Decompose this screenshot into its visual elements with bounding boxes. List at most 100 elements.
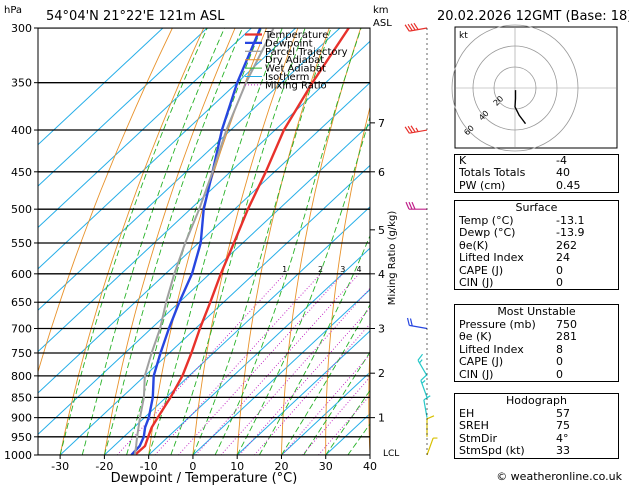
- mixing-ratio-line: [116, 273, 286, 455]
- legend-label: Dewpoint: [265, 38, 313, 49]
- wind-barb-half: [421, 380, 426, 384]
- pressure-tick-label: 550: [11, 237, 32, 250]
- index-value: 8: [556, 342, 563, 356]
- hodograph-kt-label: kt: [459, 31, 468, 41]
- isotherm-line: [59, 164, 370, 455]
- wind-barb: [406, 317, 428, 330]
- km-tick-label: 2: [378, 367, 385, 380]
- wind-barb: [417, 353, 428, 377]
- index-value: 750: [556, 318, 577, 331]
- x-tick-label: 10: [230, 460, 244, 473]
- index-row: Totals Totals 40: [455, 166, 618, 180]
- km-label: km: [373, 5, 389, 16]
- index-label: Totals Totals: [459, 166, 526, 180]
- km-tick-label: 3: [378, 323, 385, 336]
- mixing-ratio-label: 2: [318, 265, 323, 274]
- isotherm-line: [38, 28, 252, 229]
- dry-adiabat: [411, 28, 455, 455]
- isotherm-line: [38, 28, 208, 187]
- wind-barb: [426, 437, 438, 456]
- index-value: 0: [556, 275, 563, 289]
- index-label: CAPE (J): [459, 263, 504, 277]
- index-label: Temp (°C): [459, 214, 514, 227]
- pressure-tick-label: 750: [11, 347, 32, 360]
- legend-label: Isotherm: [265, 72, 309, 83]
- hpa-label: hPa: [4, 5, 22, 16]
- isotherm-line: [38, 28, 297, 270]
- mixing-ratio-line: [239, 307, 370, 455]
- wind-barb-flag: [410, 23, 416, 31]
- index-row: SREH 75: [455, 419, 618, 432]
- wind-barb-flag: [407, 125, 413, 133]
- index-value: -13.9: [556, 226, 585, 240]
- dry-adiabat: [325, 105, 370, 455]
- index-row: CAPE (J) 0: [455, 263, 618, 277]
- wind-barb-flag: [406, 317, 410, 326]
- pressure-tick-label: 450: [11, 166, 32, 179]
- isotherm-line: [38, 28, 341, 311]
- legend-label: Temperature: [264, 30, 328, 41]
- mixing-ratio-label: 1: [282, 265, 287, 274]
- index-row: Pressure (mb) 750: [455, 318, 618, 331]
- x-tick-label: 20: [274, 460, 288, 473]
- pressure-tick-label: 800: [11, 370, 32, 383]
- wind-barb-flag: [407, 23, 413, 31]
- index-value: -4: [556, 154, 567, 167]
- index-label: CIN (J): [459, 367, 494, 381]
- km-tick-label: 5: [378, 224, 385, 237]
- wind-barb-half: [415, 127, 419, 132]
- km-tick-label: 7: [378, 117, 385, 130]
- wet-adiabat: [236, 115, 370, 455]
- wind-barb: [423, 395, 431, 418]
- km-tick-label: 1: [378, 412, 385, 425]
- isotherm-line: [38, 123, 370, 435]
- wind-barb: [426, 415, 435, 437]
- index-row: PW (cm) 0.45: [455, 178, 618, 192]
- pressure-tick-label: 400: [11, 124, 32, 137]
- index-value: 0: [556, 367, 563, 381]
- most-unstable-title: Most Unstable: [497, 305, 576, 318]
- index-row: CIN (J) 0: [455, 275, 618, 289]
- index-row: StmSpd (kt) 33: [455, 444, 618, 458]
- pressure-tick-label: 300: [11, 22, 32, 35]
- location-title: 54°04'N 21°22'E 121m ASL: [46, 9, 225, 24]
- wet-adiabat: [170, 28, 306, 455]
- dry-adiabat: [148, 28, 267, 455]
- x-tick-label: -30: [51, 460, 69, 473]
- index-value: 0: [556, 355, 563, 369]
- isotherm-line: [148, 247, 370, 455]
- hodograph-trace: [514, 90, 527, 125]
- x-tick-label: 30: [319, 460, 333, 473]
- index-label: CAPE (J): [459, 355, 504, 369]
- mixing-ratio-line: [281, 353, 370, 455]
- index-row: CIN (J) 0: [455, 367, 618, 381]
- index-value: 33: [556, 444, 570, 458]
- index-row: Dewp (°C) -13.9: [455, 226, 618, 240]
- indices-surface-box: Surface Temp (°C) -13.1 Dewp (°C) -13.9 θe(K…: [454, 200, 619, 291]
- index-row: StmDir 4°: [455, 431, 618, 445]
- index-value: 4°: [556, 431, 569, 445]
- dry-adiabat: [103, 28, 236, 455]
- dry-adiabat: [368, 340, 370, 455]
- index-label: Lifted Index: [459, 251, 524, 265]
- index-value: 281: [556, 330, 577, 344]
- mixing-ratio-line: [154, 273, 321, 455]
- wind-barb-staff: [426, 437, 434, 456]
- x-tick-label: 40: [363, 460, 377, 473]
- wet-adiabat: [148, 28, 283, 455]
- index-label: PW (cm): [459, 178, 506, 192]
- index-label: StmSpd (kt): [459, 444, 525, 458]
- mixing-ratio-line: [302, 376, 370, 455]
- index-value: 0: [556, 263, 563, 277]
- index-label: Dewp (°C): [459, 226, 516, 240]
- index-label: K: [459, 154, 467, 167]
- asl-label: ASL: [373, 18, 392, 29]
- plot-frame: [37, 27, 371, 456]
- temperature-line: [134, 28, 350, 455]
- pressure-tick-label: 900: [11, 412, 32, 425]
- index-row: θe(K) 262: [455, 238, 618, 252]
- index-label: θe(K): [459, 238, 489, 252]
- index-row: Temp (°C) -13.1: [455, 214, 618, 227]
- km-tick-label: 6: [378, 166, 385, 179]
